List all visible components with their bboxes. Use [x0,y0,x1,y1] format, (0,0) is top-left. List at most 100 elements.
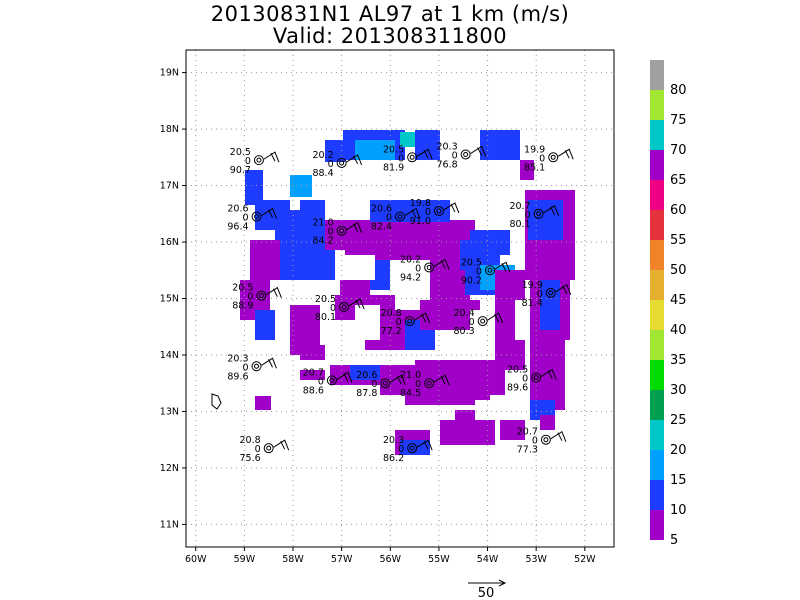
station-zero: 0 [452,150,458,161]
wind-cell [540,280,560,330]
station-temperature: 20.5 [507,365,528,376]
station-outer-circle [251,211,262,222]
wind-barb [346,154,363,166]
wind-barb [443,202,460,214]
colorbar-label: 25 [670,413,687,428]
wind-cell [250,240,280,280]
station-outer-circle [256,290,267,301]
colorbar-label: 15 [670,473,687,488]
colorbar-segment [650,90,664,120]
y-tick-label: 16N [160,237,179,248]
wind-barb [540,368,557,380]
station-zero: 0 [247,292,253,303]
colorbar-segment [650,240,664,270]
colorbar-segment [650,450,664,480]
wind-barb [543,205,560,216]
station-inner-circle [548,290,554,296]
y-tick-label: 15N [160,294,179,305]
station-zero: 0 [242,213,248,224]
station-inner-circle [341,304,347,310]
station-inner-circle [258,293,264,299]
colorbar-segment [650,330,664,360]
station-pressure: 85.1 [524,162,545,173]
station-inner-circle [256,157,262,163]
station-inner-circle [436,208,442,214]
wind-cell [540,415,555,430]
station-temperature: 19.9 [522,280,543,291]
station-outer-circle [424,262,435,273]
station-temperature: 19.9 [524,144,545,155]
y-tick-label: 17N [160,181,179,192]
station-zero: 0 [539,153,545,164]
colorbar-label: 40 [670,323,687,338]
station-temperature: 20.2 [400,254,421,265]
station-zero: 0 [469,317,475,328]
station-pressure: 90.7 [230,165,251,176]
station-inner-circle [463,151,469,157]
station-zero: 0 [386,213,392,224]
station-outer-circle [263,443,274,454]
wind-cell-gap [345,255,375,280]
x-tick-label: 54W [477,554,499,565]
wind-speed-cells [240,130,575,455]
wind-cell [455,410,475,425]
wind-barb [433,258,450,270]
station-pressure: 81.9 [383,162,404,173]
station-temperature: 20.3 [227,353,248,364]
wind-barb [266,286,282,298]
x-tick-label: 58W [282,554,304,565]
station-temperature: 20.4 [454,308,475,319]
wind-barb [550,430,567,442]
station-pressure: 82.4 [371,222,392,233]
wind-barb [273,439,290,451]
wind-barb [404,207,421,219]
station-zero: 0 [425,207,431,218]
station-zero: 0 [532,436,538,447]
wind-barb [416,439,433,451]
wind-cell [255,310,275,340]
x-tick-label: 57W [331,554,353,565]
station-pressure: 80.1 [315,312,336,323]
station-temperature: 20.7 [509,201,530,212]
station-outer-circle [531,372,542,383]
station-inner-circle [409,445,415,451]
station-temperature: 20.8 [381,308,402,319]
station-outer-circle [395,211,405,222]
colorbar-segment [650,390,664,420]
wind-cell [255,396,271,410]
y-tick-label: 19N [160,68,179,79]
station-pressure: 84.5 [400,388,421,399]
colorbar-segment [650,180,664,210]
station-outer-circle [477,316,488,327]
wind-cell-gap [290,200,300,210]
station-outer-circle [404,316,415,327]
station-temperature: 20.5 [461,257,482,268]
wind-barb [557,148,574,160]
colorbar-label: 70 [670,143,687,158]
wind-cell [480,130,520,160]
station-pressure: 94.2 [400,272,421,283]
station-outer-circle [424,378,435,389]
colorbar-label: 35 [670,353,687,368]
station-outer-circle [533,208,544,219]
station-outer-circle [251,361,262,372]
station-pressure: 77.3 [517,445,538,456]
station-outer-circle [336,225,347,236]
x-tick-label: 60W [185,554,207,565]
y-tick-label: 11N [160,519,179,530]
station-inner-circle [533,375,539,381]
